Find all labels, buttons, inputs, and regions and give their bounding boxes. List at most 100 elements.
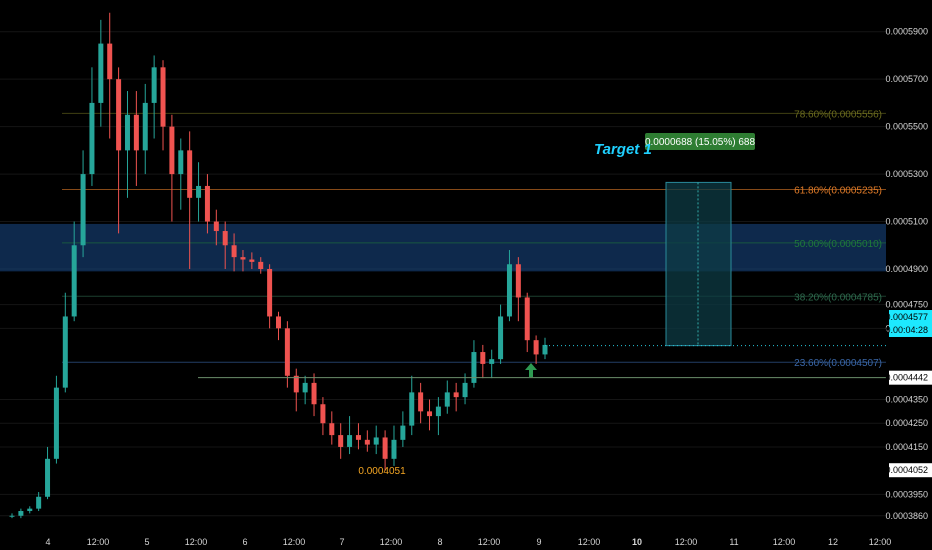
x-tick-label: 8 bbox=[437, 537, 442, 547]
candle-body bbox=[213, 221, 219, 232]
candle-body bbox=[293, 375, 299, 393]
x-tick-label: 9 bbox=[536, 537, 541, 547]
candle-body bbox=[124, 114, 130, 151]
y-tick-label: 0.0003950 bbox=[885, 489, 928, 499]
candle-body bbox=[364, 439, 370, 445]
candle-body bbox=[435, 406, 441, 417]
candle-body bbox=[506, 264, 512, 317]
candle-body bbox=[284, 328, 290, 376]
candle-body bbox=[276, 316, 281, 329]
x-tick-label: 12:00 bbox=[773, 537, 796, 547]
candle-body bbox=[498, 316, 504, 360]
candle-body bbox=[453, 392, 459, 398]
target-badge-bg bbox=[645, 133, 755, 150]
y-tick-label: 0.0005700 bbox=[885, 74, 928, 84]
candle-body bbox=[53, 387, 59, 459]
fib-zone bbox=[0, 223, 886, 272]
candle-body bbox=[160, 67, 166, 127]
candle-body bbox=[107, 43, 113, 80]
y-tick-label: 0.0005900 bbox=[885, 27, 928, 37]
y-tick-label: 0.0004350 bbox=[885, 395, 928, 405]
x-tick-label: 12:00 bbox=[478, 537, 501, 547]
x-tick-label: 12:00 bbox=[283, 537, 306, 547]
support-marker-label: 0.0004442 bbox=[885, 373, 928, 383]
y-tick-label: 0.0005500 bbox=[885, 122, 928, 132]
x-tick-label: 6 bbox=[242, 537, 247, 547]
candle-body bbox=[302, 382, 308, 393]
candle-body bbox=[222, 231, 228, 246]
candle-body bbox=[249, 259, 255, 262]
candle-body bbox=[355, 435, 361, 440]
candle-body bbox=[36, 496, 42, 509]
low-marker-label: 0.0004052 bbox=[885, 465, 928, 475]
candle-body bbox=[116, 79, 122, 151]
chart-annotations: 0.0004051 bbox=[358, 345, 886, 477]
zone-rect bbox=[0, 223, 886, 272]
x-tick-label: 12:00 bbox=[869, 537, 892, 547]
candle-body bbox=[169, 126, 175, 175]
fib-label: 61.80%(0.0005235) bbox=[794, 186, 882, 197]
candle-body bbox=[462, 382, 468, 398]
candle-body bbox=[204, 185, 210, 222]
x-tick-label: 12:00 bbox=[675, 537, 698, 547]
support-marker-bg bbox=[889, 370, 932, 385]
x-tick-label: 12:00 bbox=[87, 537, 110, 547]
candle-body bbox=[533, 340, 539, 355]
candle-body bbox=[418, 392, 424, 412]
target-title: Target 1 bbox=[594, 141, 652, 158]
y-tick-label: 0.0005100 bbox=[885, 217, 928, 227]
target-badge-text: 0.0000688 (15.05%) 688 bbox=[645, 137, 756, 148]
fib-levels: 78.60%(0.0005556) 61.80%(0.0005235) 50.00%… bbox=[62, 109, 886, 369]
candle-body bbox=[391, 439, 397, 459]
candle-body bbox=[524, 297, 530, 341]
y-tick-label: 0.0004750 bbox=[885, 300, 928, 310]
candle-body bbox=[338, 435, 344, 447]
candle-body bbox=[409, 392, 415, 426]
candle-body bbox=[480, 352, 486, 364]
y-tick-label: 0.0004900 bbox=[885, 264, 928, 274]
y-tick-label: 0.0005300 bbox=[885, 169, 928, 179]
y-tick-label: 0.0004250 bbox=[885, 418, 928, 428]
candle-body bbox=[382, 437, 388, 459]
candles bbox=[9, 12, 548, 519]
candle-body bbox=[444, 392, 450, 407]
current-price-label: 0.0004577 bbox=[885, 312, 928, 322]
candle-body bbox=[27, 508, 33, 512]
candle-body bbox=[515, 264, 521, 298]
x-tick-label: 4 bbox=[45, 537, 50, 547]
candle-body bbox=[80, 174, 86, 246]
candle-body bbox=[240, 257, 246, 260]
fib-label: 38.20%(0.0004785) bbox=[794, 292, 882, 303]
y-tick-label: 0.0004150 bbox=[885, 442, 928, 452]
candle-body bbox=[489, 359, 495, 364]
low-marker-bg bbox=[889, 463, 932, 478]
candle-body bbox=[133, 114, 139, 151]
candle-body bbox=[187, 150, 193, 198]
candle-body bbox=[427, 411, 433, 417]
candle-body bbox=[45, 458, 51, 497]
current-countdown-label: 0.00:04:28 bbox=[885, 325, 928, 335]
candle-body bbox=[311, 382, 317, 405]
candle-body bbox=[18, 511, 24, 516]
x-tick-label: 10 bbox=[632, 537, 642, 547]
x-tick-label: 5 bbox=[144, 537, 149, 547]
candle-body bbox=[196, 185, 202, 198]
candle-body bbox=[71, 245, 77, 317]
candle-body bbox=[400, 425, 406, 440]
candle-body bbox=[9, 515, 15, 517]
candle-body bbox=[89, 102, 95, 175]
low-annotation: 0.0004051 bbox=[358, 466, 406, 477]
x-tick-label: 11 bbox=[729, 537, 738, 547]
current-price-bg bbox=[889, 310, 932, 337]
y-axis: 0.0005900 0.0005700 0.0005500 0.0005300 0.00… bbox=[885, 27, 932, 521]
candle-body bbox=[178, 150, 184, 175]
candle-body bbox=[98, 43, 104, 103]
candle-body bbox=[231, 245, 237, 258]
up-arrow-icon bbox=[525, 363, 537, 377]
candle-body bbox=[62, 316, 68, 388]
candle-body bbox=[542, 344, 548, 355]
x-tick-label: 12:00 bbox=[185, 537, 208, 547]
x-tick-label: 12:00 bbox=[380, 537, 403, 547]
